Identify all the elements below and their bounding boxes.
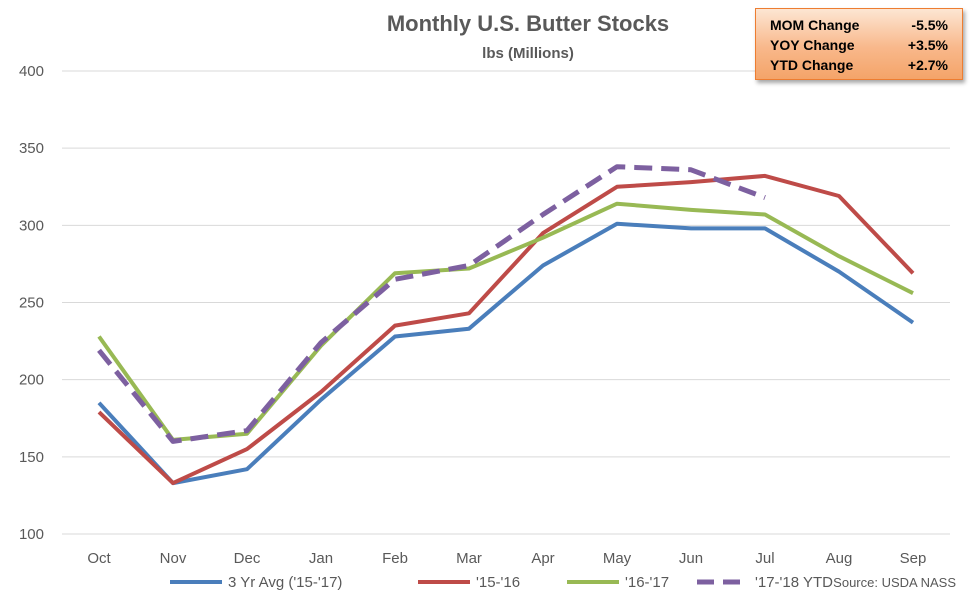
y-tick-label: 400 bbox=[19, 63, 44, 80]
legend-label: '17-'18 YTD bbox=[755, 574, 833, 591]
x-tick-label: Jun bbox=[679, 550, 703, 567]
legend-label: '15-'16 bbox=[476, 574, 520, 591]
x-tick-label: Feb bbox=[382, 550, 408, 567]
legend-label: 3 Yr Avg ('15-'17) bbox=[228, 574, 342, 591]
x-tick-label: Dec bbox=[234, 550, 261, 567]
gridlines bbox=[62, 70, 950, 535]
x-tick-label: Apr bbox=[531, 550, 554, 567]
series-line bbox=[97, 173, 915, 486]
source-note: Source: USDA NASS bbox=[833, 575, 956, 590]
y-tick-label: 200 bbox=[19, 372, 44, 389]
x-tick-label: Aug bbox=[826, 550, 853, 567]
x-tick-label: Oct bbox=[87, 550, 111, 567]
series-line bbox=[97, 164, 766, 444]
y-tick-label: 100 bbox=[19, 526, 44, 543]
stat-row-mom: MOM Change -5.5% bbox=[770, 15, 948, 35]
chart-subtitle: lbs (Millions) bbox=[482, 45, 574, 62]
series-line bbox=[97, 221, 915, 486]
x-tick-label: May bbox=[603, 550, 632, 567]
stat-value: +2.7% bbox=[907, 57, 948, 73]
stat-label: MOM Change bbox=[770, 17, 860, 33]
legend: 3 Yr Avg ('15-'17) '15-'16 '16-'17 '17-'18 … bbox=[170, 574, 833, 591]
y-tick-label: 150 bbox=[19, 449, 44, 466]
legend-label: '16-'17 bbox=[625, 574, 669, 591]
stat-row-yoy: YOY Change +3.5% bbox=[770, 35, 948, 55]
y-tick-label: 250 bbox=[19, 295, 44, 312]
x-tick-label: Jul bbox=[755, 550, 774, 567]
x-tick-label: Sep bbox=[900, 550, 927, 567]
y-axis-ticks: 100 150 200 250 300 350 400 bbox=[19, 63, 44, 543]
x-tick-label: Jan bbox=[309, 550, 333, 567]
chart-title: Monthly U.S. Butter Stocks bbox=[387, 11, 669, 36]
x-tick-label: Mar bbox=[456, 550, 482, 567]
x-tick-label: Nov bbox=[160, 550, 187, 567]
stat-row-ytd: YTD Change +2.7% bbox=[770, 55, 948, 75]
stat-label: YOY Change bbox=[770, 37, 855, 53]
stat-value: -5.5% bbox=[911, 17, 948, 33]
y-tick-label: 300 bbox=[19, 217, 44, 234]
y-tick-label: 350 bbox=[19, 140, 44, 157]
stat-value: +3.5% bbox=[907, 37, 948, 53]
change-summary-box: MOM Change -5.5% YOY Change +3.5% YTD Ch… bbox=[755, 8, 963, 80]
stat-label: YTD Change bbox=[770, 57, 854, 73]
series-lines bbox=[97, 164, 915, 486]
x-axis-ticks: Oct Nov Dec Jan Feb Mar Apr May Jun Jul Aug Sep bbox=[87, 550, 926, 567]
